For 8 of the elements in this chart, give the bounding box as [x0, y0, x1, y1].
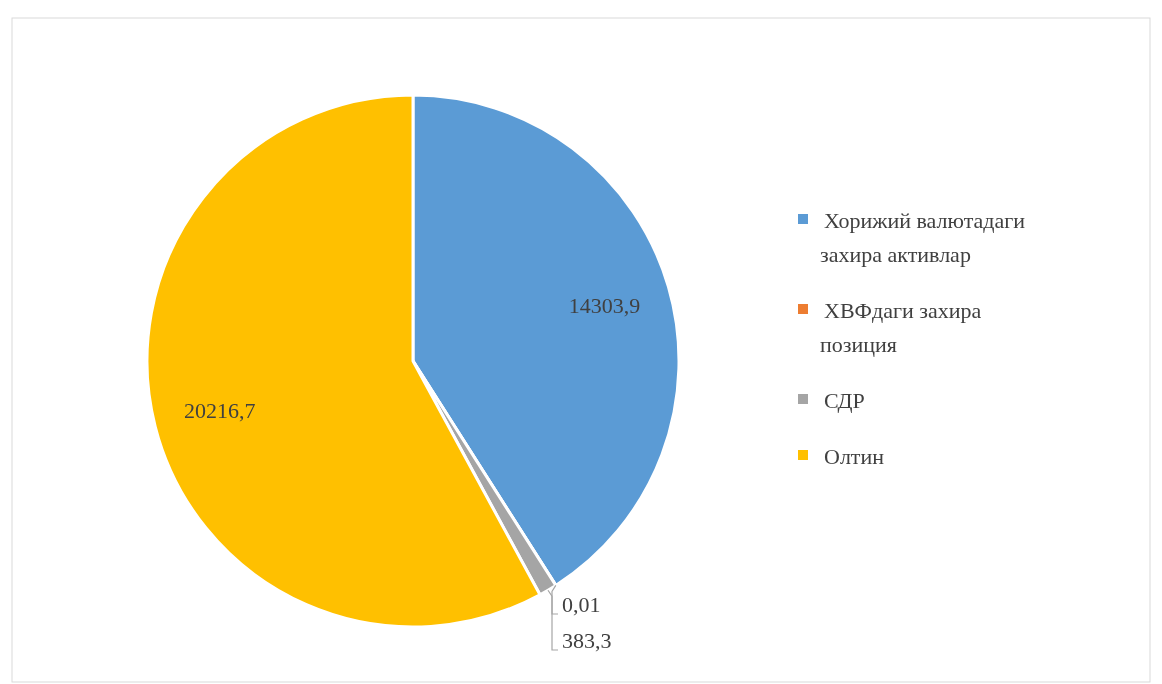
legend-label: ХВФдаги захира позиция: [820, 297, 982, 357]
legend-label: СДР: [824, 387, 865, 413]
legend-label: Хорижий валютадаги захира активлар: [820, 207, 1026, 267]
legend-label: Олтин: [824, 443, 885, 469]
data-label: 20216,7: [183, 397, 256, 423]
data-label: 14303,9: [568, 292, 641, 318]
data-label: 0,01: [562, 591, 601, 617]
data-label: 383,3: [562, 627, 612, 653]
